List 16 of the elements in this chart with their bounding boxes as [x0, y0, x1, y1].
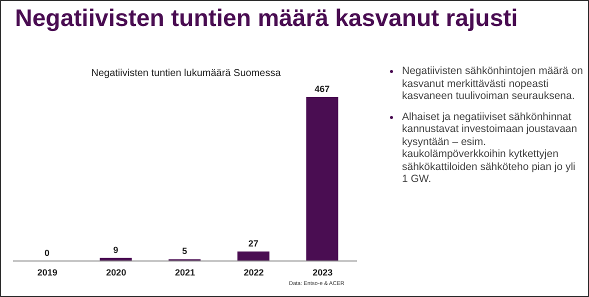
x-tick-label: 2022	[244, 267, 264, 278]
data-label: 467	[314, 84, 330, 94]
chart-title: Negatiivisten tuntien määrä kasvanut rajusti	[15, 5, 518, 33]
data-label: 9	[113, 244, 118, 255]
bar	[306, 97, 338, 261]
x-tick-label: 2021	[174, 267, 196, 278]
data-label: 0	[44, 248, 50, 258]
text: Negatiivisten sähkönhintojen määrä on kasvanut merkittävästi nopeasti kasvaneen tuulivoiman seurauksena.	[402, 65, 584, 102]
x-tick-label: 2020	[106, 267, 126, 278]
chart-subtitle: Negatiivisten tuntien lukumäärä Suomessa	[90, 68, 282, 79]
data-label: 5	[182, 246, 188, 256]
bar	[237, 252, 270, 261]
x-tick-label: 2019	[37, 267, 58, 278]
data-label: 27	[248, 238, 258, 249]
x-tick-label: 2023	[312, 267, 333, 278]
text: Alhaiset ja negatiiviset sähkönhinnat kannustavat investoimaan joustavaan kysyntään – esim. kaukolämpöverkkoihin kytkettyjen sähkökattiloiden sähköteho pian jo yli 1 GW.	[402, 110, 578, 186]
